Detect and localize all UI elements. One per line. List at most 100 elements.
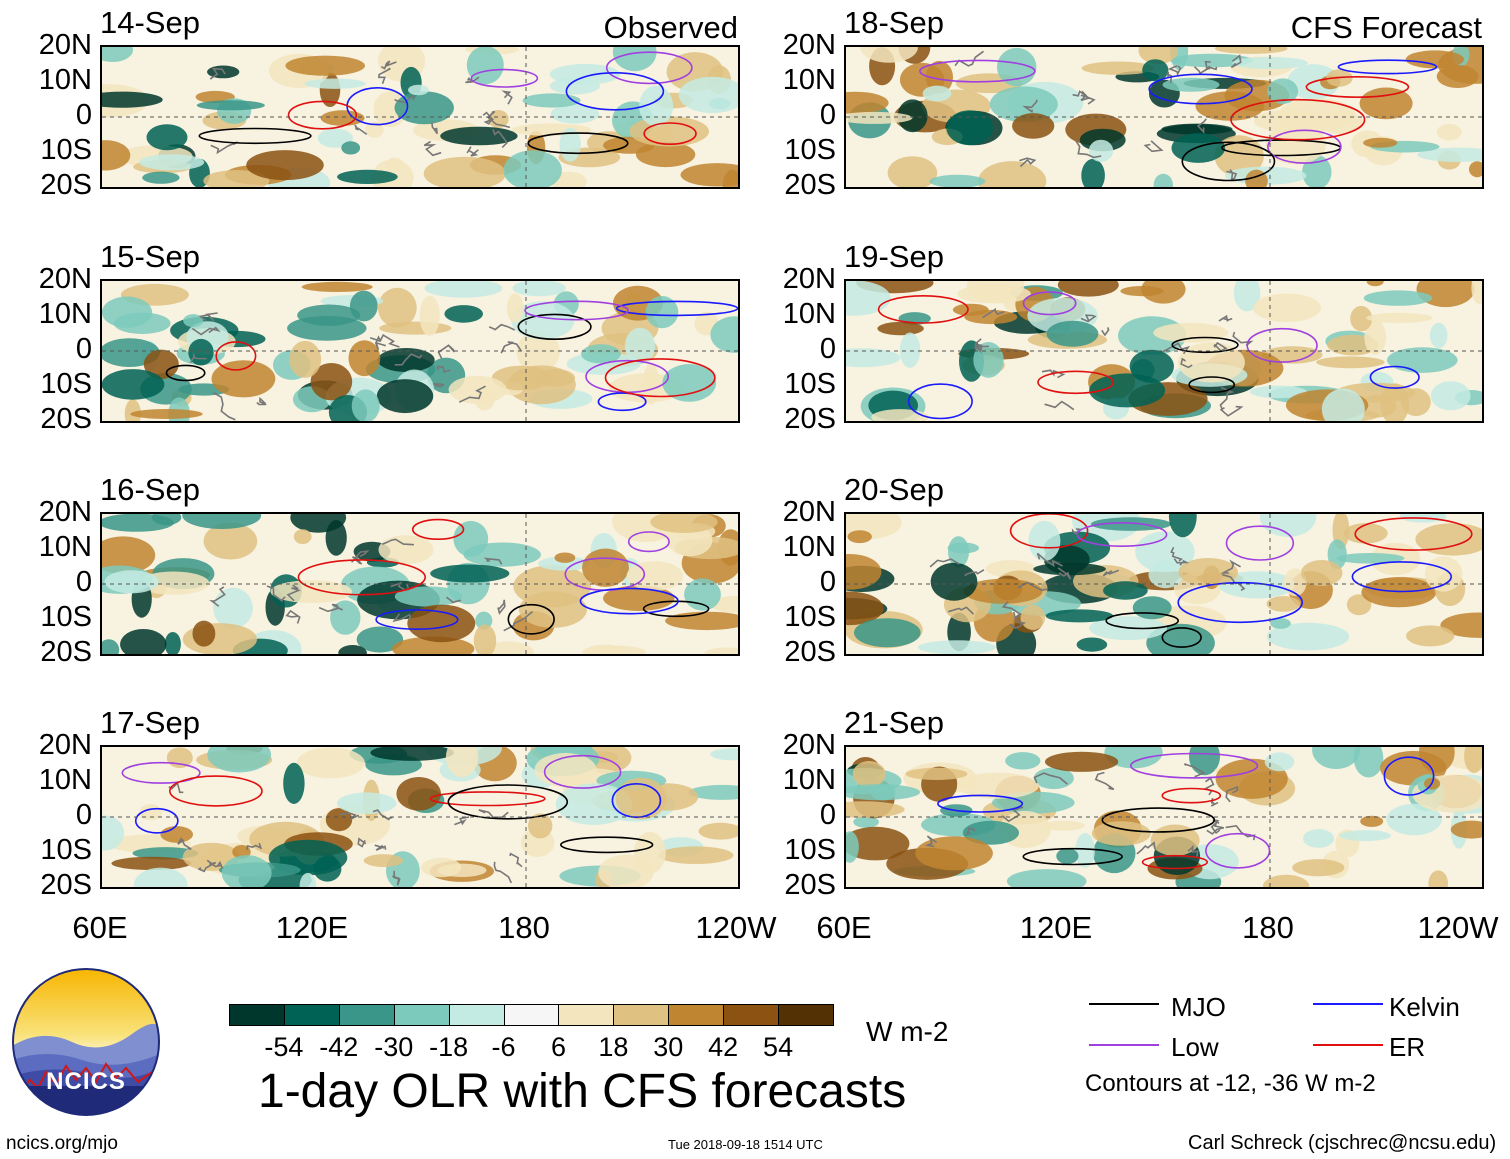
olr-anomaly-blob xyxy=(317,128,353,148)
olr-anomaly-blob xyxy=(1429,322,1448,349)
wave-contour xyxy=(1351,561,1452,593)
olr-anomaly-blob xyxy=(376,379,434,414)
legend-mjo-line xyxy=(1089,1003,1159,1005)
olr-anomaly-blob xyxy=(370,747,454,761)
latitude-label: 0 xyxy=(819,566,836,598)
olr-anomaly-blob xyxy=(1416,281,1475,308)
olr-anomaly-blob xyxy=(419,295,440,336)
olr-anomaly-blob xyxy=(338,645,367,654)
olr-anomaly-blob xyxy=(1471,281,1482,305)
coastline xyxy=(488,323,516,331)
coastline xyxy=(1219,386,1235,410)
olr-anomaly-blob xyxy=(1366,281,1384,287)
olr-anomaly-blob xyxy=(164,632,181,654)
olr-anomaly-blob xyxy=(1153,173,1173,187)
coastline xyxy=(1143,140,1164,153)
latitude-label: 10S xyxy=(40,601,92,633)
olr-anomaly-blob xyxy=(1088,139,1114,162)
olr-anomaly-blob xyxy=(897,99,928,133)
olr-anomaly-blob xyxy=(662,364,717,402)
olr-anomaly-blob xyxy=(182,514,262,529)
olr-anomaly-blob xyxy=(1042,820,1085,831)
olr-anomaly-blob xyxy=(978,161,1047,187)
coastline xyxy=(318,603,343,613)
olr-anomaly-blob xyxy=(1283,568,1307,597)
wave-contour xyxy=(937,794,1024,813)
coastline xyxy=(1071,528,1083,535)
coastline xyxy=(423,140,442,157)
wave-contour xyxy=(524,300,629,321)
coastline xyxy=(353,550,370,560)
olr-anomaly-blob xyxy=(1045,751,1119,772)
legend-kelvin-line xyxy=(1313,1003,1383,1005)
panel-date: 19-Sep xyxy=(844,239,944,274)
olr-anomaly-blob xyxy=(491,365,552,391)
olr-anomaly-blob xyxy=(899,332,921,368)
olr-anomaly-blob xyxy=(1405,50,1465,69)
coastline xyxy=(482,111,494,125)
olr-anomaly-blob xyxy=(1303,829,1334,848)
latitude-label: 10N xyxy=(782,764,836,796)
coastline xyxy=(392,613,412,623)
olr-anomaly-blob xyxy=(1321,388,1365,421)
olr-anomaly-blob xyxy=(1262,874,1310,887)
coastline xyxy=(1161,342,1191,355)
olr-anomaly-blob xyxy=(104,570,159,594)
olr-anomaly-blob xyxy=(1327,539,1347,570)
olr-anomaly-blob xyxy=(853,816,879,828)
wave-contour xyxy=(597,392,647,412)
olr-anomaly-blob xyxy=(704,647,738,654)
coastline xyxy=(1080,314,1097,323)
wave-contour xyxy=(1267,129,1342,164)
latitude-label: 0 xyxy=(75,799,92,831)
wave-contour xyxy=(447,784,569,820)
wave-contour xyxy=(543,754,622,789)
olr-anomaly-blob xyxy=(1138,47,1178,65)
olr-anomaly-blob xyxy=(1103,581,1148,600)
olr-anomaly-blob xyxy=(634,831,666,874)
panel-date: 21-Sep xyxy=(844,705,944,740)
coastline xyxy=(436,365,451,374)
latitude-label: 20S xyxy=(40,403,92,435)
coastline xyxy=(374,335,387,351)
coastline xyxy=(1187,844,1199,857)
coastline xyxy=(286,584,301,602)
olr-anomaly-blob xyxy=(1218,571,1296,599)
colorbar-swatch xyxy=(558,1004,615,1026)
colorbar-label: -18 xyxy=(429,1032,469,1062)
coastline xyxy=(974,343,983,354)
olr-anomaly-blob xyxy=(905,767,968,780)
olr-anomaly-blob xyxy=(221,855,272,887)
latitude-label: 20S xyxy=(784,403,836,435)
wave-contour xyxy=(1177,581,1304,624)
coastline xyxy=(964,569,985,577)
olr-anomaly-blob xyxy=(846,801,905,818)
coastline xyxy=(478,809,509,819)
olr-anomaly-blob xyxy=(394,586,463,607)
wave-contour xyxy=(165,364,206,382)
olr-anomaly-blob xyxy=(1359,87,1413,120)
olr-anomaly-blob xyxy=(947,542,979,554)
coastline xyxy=(285,609,301,624)
olr-anomaly-blob xyxy=(146,124,188,151)
coastline xyxy=(339,812,360,820)
olr-anomaly-blob xyxy=(1266,622,1350,651)
latitude-label: 20N xyxy=(38,729,92,761)
coastline xyxy=(1225,785,1239,803)
wave-contour xyxy=(1337,59,1438,75)
coastline xyxy=(1036,552,1063,568)
colorbar-swatch xyxy=(723,1004,780,1026)
olr-anomaly-blob xyxy=(203,522,258,560)
coastline xyxy=(1022,99,1038,114)
olr-anomaly-blob xyxy=(1161,123,1233,135)
coastline xyxy=(492,129,508,148)
wave-contour xyxy=(1022,847,1123,866)
coastline xyxy=(509,852,523,868)
latitude-label: 10N xyxy=(38,298,92,330)
olr-anomaly-blob xyxy=(1153,322,1228,343)
coastline xyxy=(189,352,207,364)
coastline xyxy=(246,842,263,850)
olr-anomaly-blob xyxy=(102,296,153,328)
coastline xyxy=(454,816,470,826)
olr-anomaly-blob xyxy=(1005,752,1041,770)
